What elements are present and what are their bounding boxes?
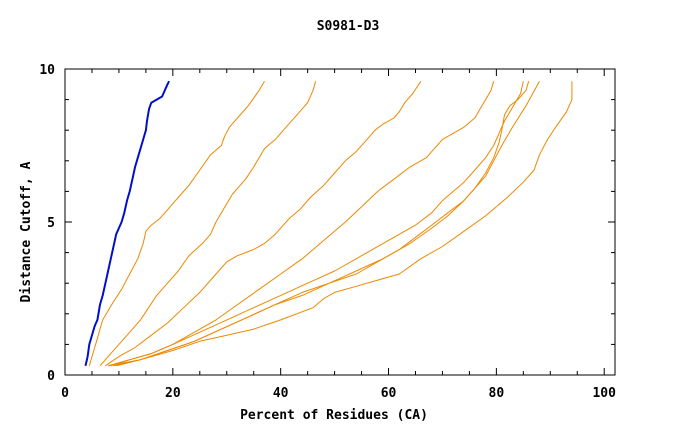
tick-labels: 0 20 40 60 80 100 0 5 10	[39, 63, 616, 401]
series-group	[84, 80, 573, 367]
x-tick-label: 40	[273, 386, 289, 401]
x-axis-label: Percent of Residues (CA)	[240, 408, 428, 423]
series-line-2	[99, 81, 317, 367]
series-line-7	[116, 80, 540, 367]
x-tick-label: 80	[489, 386, 505, 401]
series-line-4	[110, 81, 495, 367]
series-line-6	[113, 81, 530, 367]
x-tick-label: 60	[381, 386, 397, 401]
y-axis-label: Distance Cutoff, A	[19, 161, 34, 302]
x-tick-label: 20	[165, 386, 181, 401]
x-tick-label: 100	[592, 386, 616, 401]
series-line-highlight	[84, 80, 170, 367]
series-line-3	[105, 80, 422, 367]
series-line-5	[107, 81, 524, 367]
axis-ticks	[64, 68, 615, 376]
series-line-1	[88, 80, 265, 366]
x-tick-label: 0	[61, 386, 69, 401]
series-line-8	[108, 81, 573, 367]
y-tick-label: 5	[47, 216, 55, 231]
y-tick-label: 10	[39, 63, 55, 78]
y-tick-label: 0	[47, 369, 55, 384]
chart-title: S0981-D3	[317, 19, 380, 34]
